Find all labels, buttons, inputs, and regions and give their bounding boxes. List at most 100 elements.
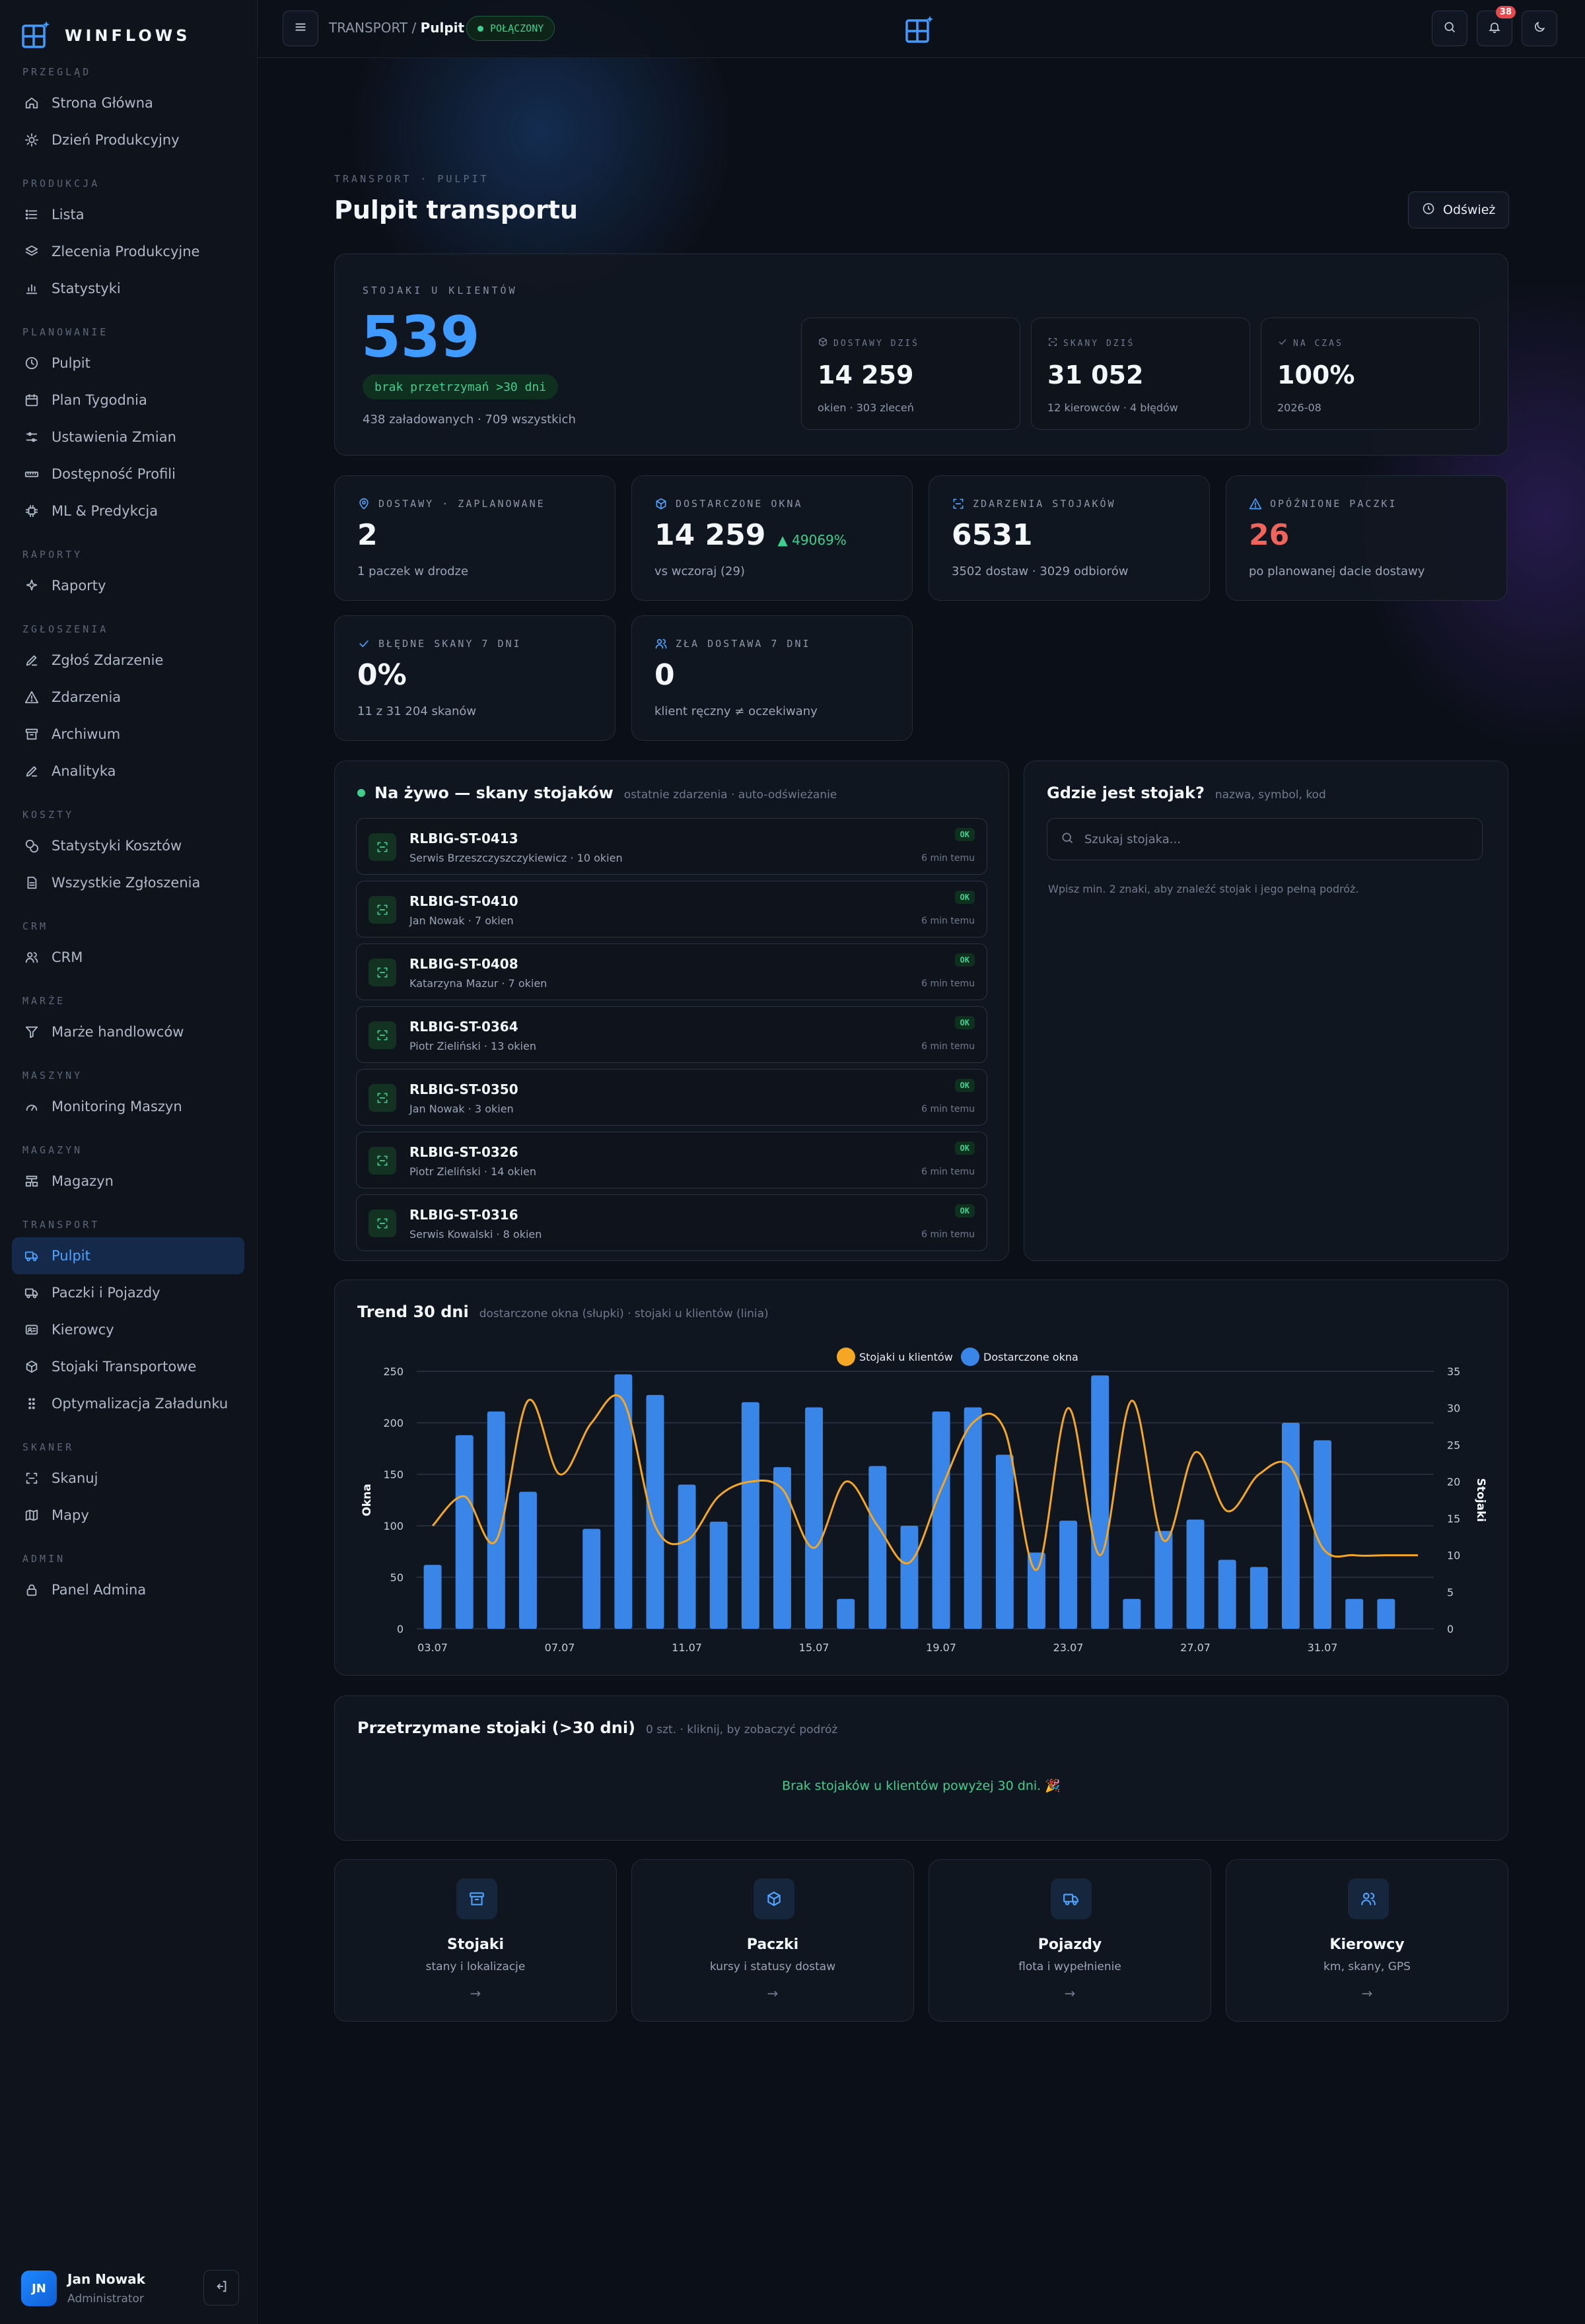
logout-button[interactable] [203,2270,239,2306]
sidebar-item-archiwum[interactable]: Archiwum [12,716,244,753]
scan-list-item[interactable]: RLBIG-ST-0326 Piotr Zieliński · 14 okien O… [356,1132,987,1188]
sidebar-item-dostepnosc-profili[interactable]: Dostępność Profili [12,456,244,493]
chart-bar[interactable] [1123,1598,1141,1629]
stat-card-zdarzenia-stojakow[interactable]: ZDARZENIA STOJAKÓW 6531 3502 dostaw · 3029… [929,475,1210,601]
stat-card-dostarczone-okna[interactable]: DOSTARCZONE OKNA 14 259 ▲ 49069% vs wczoraj… [631,475,913,601]
chart-bar[interactable] [646,1394,664,1629]
chart-bar[interactable] [614,1374,633,1629]
chart-bar[interactable] [423,1565,442,1629]
sidebar-item-zdarzenia[interactable]: Zdarzenia [12,679,244,716]
stat-card-opoznione-paczki[interactable]: OPÓŹNIONE PACZKI 26 po planowanej dacie do… [1226,475,1507,601]
chart-bar[interactable] [1154,1530,1173,1629]
chart-bar[interactable] [1377,1598,1395,1629]
chart-bar[interactable] [741,1402,759,1629]
scan-list-item[interactable]: RLBIG-ST-0350 Jan Nowak · 3 okien OK 6 min … [356,1069,987,1126]
chart-bar[interactable] [1091,1375,1110,1629]
stat-card-bledne-skany-7-dni[interactable]: BŁĘDNE SKANY 7 DNI 0% 11 z 31 204 skanów [334,615,616,741]
nav-tile-pojazdy[interactable]: Pojazdy flota i wypełnienie → [929,1859,1211,2022]
chart-bar[interactable] [455,1435,474,1629]
chart-bar[interactable] [1345,1598,1364,1629]
chart-bar[interactable] [678,1484,696,1629]
winflows-logo-icon[interactable] [905,15,934,46]
warning-icon [24,689,40,705]
chart-bar[interactable] [773,1467,791,1629]
chart-bar[interactable] [805,1407,824,1629]
sidebar-item-pulpit[interactable]: Pulpit [12,345,244,382]
nav-tile-stojaki[interactable]: Stojaki stany i lokalizacje → [334,1859,617,2022]
sidebar-item-pulpit[interactable]: Pulpit [12,1237,244,1274]
sidebar-item-plan-tygodnia[interactable]: Plan Tygodnia [12,382,244,419]
chart-bar[interactable] [868,1466,887,1629]
breadcrumb-root[interactable]: TRANSPORT [329,20,408,36]
sidebar-item-crm[interactable]: CRM [12,939,244,976]
notifications-button[interactable]: 38 [1477,6,1516,46]
chart-series-line[interactable] [431,1394,1418,1571]
sidebar-item-mapy[interactable]: Mapy [12,1497,244,1534]
mini-stat-dostawy-dzis: DOSTAWY DZIŚ 14 259 okien · 303 zleceń [801,318,1020,430]
chart-bar[interactable] [487,1411,505,1629]
scan-list-item[interactable]: RLBIG-ST-0413 Serwis Brzeszczyszczykiewic… [356,818,987,875]
chart-bar[interactable] [837,1598,855,1629]
chart-bar[interactable] [518,1491,537,1629]
chart-bar[interactable] [1027,1552,1045,1629]
sidebar-item-raporty[interactable]: Raporty [12,567,244,604]
trend-chart[interactable]: 0 50 100 150 200 250 0 5 10 15 20 25 30 35 Okna Stojaki… [335,1280,1509,1676]
sidebar-item-monitoring-maszyn[interactable]: Monitoring Maszyn [12,1088,244,1125]
chart-bar[interactable] [1186,1519,1205,1629]
sidebar-item-kierowcy[interactable]: Kierowcy [12,1311,244,1348]
stat-card-dostawy-zaplanowane[interactable]: DOSTAWY · ZAPLANOWANE 2 1 paczek w drodze [334,475,616,601]
sidebar-item-paczki-i-pojazdy[interactable]: Paczki i Pojazdy [12,1274,244,1311]
sidebar-item-stojaki-transportowe[interactable]: Stojaki Transportowe [12,1348,244,1385]
sidebar-item-panel-admina[interactable]: Panel Admina [12,1571,244,1608]
stat-card-zla-dostawa-7-dni[interactable]: ZŁA DOSTAWA 7 DNI 0 klient ręczny ≠ oczeki… [631,615,913,741]
chart-bar[interactable] [1059,1521,1078,1629]
sidebar-item-optymalizacja-zaladunku[interactable]: Optymalizacja Załadunku [12,1385,244,1422]
sidebar-item-ml-predykcja[interactable]: ML & Predykcja [12,493,244,530]
avatar[interactable]: JN [21,2271,57,2306]
sidebar-item-magazyn[interactable]: Magazyn [12,1163,244,1200]
chart-bar[interactable] [1314,1440,1332,1629]
chart-bar[interactable] [709,1521,728,1629]
chart-bar[interactable] [1250,1567,1268,1629]
sidebar-item-analityka[interactable]: Analityka [12,753,244,790]
sidebar-item-zlecenia-produkcyjne[interactable]: Zlecenia Produkcyjne [12,233,244,270]
sidebar-item-marze-handlowcow[interactable]: Marże handlowców [12,1013,244,1050]
chart-bar[interactable] [582,1528,601,1629]
sidebar-item-dzien-produkcyjny[interactable]: Dzień Produkcyjny [12,121,244,158]
sidebar-item-statystyki[interactable]: Statystyki [12,270,244,307]
chart-bar[interactable] [1218,1559,1236,1629]
sidebar-item-skanuj[interactable]: Skanuj [12,1460,244,1497]
mini-stat-value: 14 259 [818,360,914,390]
refresh-button[interactable]: Odśwież [1408,191,1510,228]
sidebar-item-statystyki-kosztow[interactable]: Statystyki Kosztów [12,827,244,864]
nav-tile-kierowcy[interactable]: Kierowcy km, skany, GPS → [1226,1859,1508,2022]
sidebar-item-zglos-zdarzenie[interactable]: Zgłoś Zdarzenie [12,642,244,679]
scan-list[interactable]: RLBIG-ST-0413 Serwis Brzeszczyszczykiewic… [356,818,987,1258]
search-button[interactable] [1432,11,1467,46]
sidebar-item-lista[interactable]: Lista [12,196,244,233]
chart-bar[interactable] [1281,1423,1300,1629]
chart-legend-label[interactable]: Dostarczone okna [983,1351,1078,1363]
chart-bar[interactable] [964,1407,982,1629]
chart-bar[interactable] [900,1526,919,1629]
scan-list-item[interactable]: RLBIG-ST-0364 Piotr Zieliński · 13 okien O… [356,1006,987,1063]
sidebar-item-wszystkie-zgloszenia[interactable]: Wszystkie Zgłoszenia [12,864,244,901]
chart-bar[interactable] [932,1411,950,1629]
scan-list-item[interactable]: RLBIG-ST-0316 Serwis Kowalski · 8 okien OK… [356,1194,987,1251]
brand[interactable]: WINFLOWS [21,20,190,51]
scan-details: Piotr Zieliński · 13 okien [409,1040,536,1052]
stat-label: BŁĘDNE SKANY 7 DNI [357,637,522,650]
rack-search-field[interactable] [1047,818,1483,860]
users-icon [24,949,40,965]
layers-icon [24,244,40,259]
chart-legend-label[interactable]: Stojaki u klientów [859,1351,953,1363]
theme-toggle-button[interactable] [1522,11,1557,46]
sidebar-item-strona-glowna[interactable]: Strona Główna [12,85,244,121]
scan-list-item[interactable]: RLBIG-ST-0408 Katarzyna Mazur · 7 okien OK… [356,943,987,1000]
menu-toggle-button[interactable] [283,11,318,46]
sidebar-item-ustawienia-zmian[interactable]: Ustawienia Zmian [12,419,244,456]
nav-tile-paczki[interactable]: Paczki kursy i statusy dostaw → [631,1859,914,2022]
scan-list-item[interactable]: RLBIG-ST-0410 Jan Nowak · 7 okien OK 6 min … [356,881,987,938]
rack-search-input[interactable] [1084,832,1467,846]
chart-bar[interactable] [995,1454,1014,1629]
